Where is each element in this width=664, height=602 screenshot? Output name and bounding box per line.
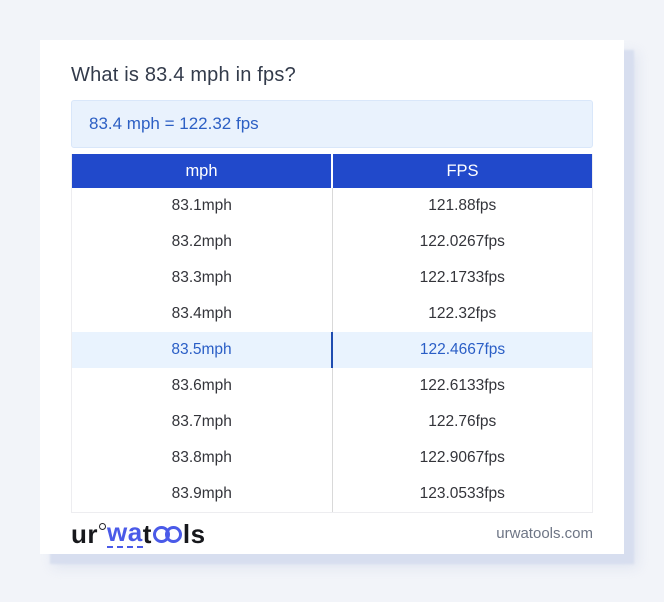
mph-cell: 83.8mph <box>72 440 333 476</box>
page-title: What is 83.4 mph in fps? <box>71 64 296 86</box>
table-row[interactable]: 83.4mph 122.32fps <box>72 296 592 332</box>
fps-cell: 122.6133fps <box>419 377 505 394</box>
column-header-fps: FPS <box>446 161 479 180</box>
logo-text-ur: ur <box>71 518 98 549</box>
table-body: 83.1mph 121.88fps 83.2mph 122.0267fps 83.3mp… <box>72 188 592 512</box>
logo-text-wa: wa <box>107 517 143 548</box>
table-row[interactable]: 83.6mph 122.6133fps <box>72 368 592 404</box>
fps-cell: 122.32fps <box>428 305 497 322</box>
table-row[interactable]: 83.1mph 121.88fps <box>72 188 592 224</box>
fps-cell: 122.1733fps <box>419 269 505 286</box>
mph-cell: 83.4mph <box>72 296 333 332</box>
table-row[interactable]: 83.2mph 122.0267fps <box>72 224 592 260</box>
conversion-table: mph FPS 83.1mph 121.88fps 83.2mph 122.0267f… <box>71 154 593 513</box>
logo-text-t: t <box>142 518 152 549</box>
mph-cell: 83.6mph <box>72 368 333 404</box>
conversion-card: What is 83.4 mph in fps? 83.4 mph = 122.… <box>40 40 624 554</box>
fps-cell: 121.88fps <box>428 197 497 214</box>
mph-cell: 83.1mph <box>72 188 333 224</box>
fps-cell: 122.4667fps <box>419 341 506 358</box>
site-url: urwatools.com <box>496 525 593 542</box>
conversion-result-box: 83.4 mph = 122.32 fps <box>71 100 593 148</box>
mph-cell: 83.3mph <box>72 260 333 296</box>
table-row[interactable]: 83.8mph 122.9067fps <box>72 440 592 476</box>
fps-cell: 122.76fps <box>428 413 497 430</box>
urwatools-logo[interactable]: ur wa t ls <box>71 519 206 548</box>
logo-oo-ring-right-icon <box>164 526 182 543</box>
conversion-result-text: 83.4 mph = 122.32 fps <box>89 114 259 133</box>
fps-cell: 122.0267fps <box>419 233 505 250</box>
logo-oo-rings-icon <box>152 526 182 543</box>
mph-cell: 83.7mph <box>72 404 333 440</box>
logo-text-ls: ls <box>182 518 206 549</box>
mph-cell: 83.5mph <box>72 332 333 368</box>
table-row[interactable]: 83.3mph 122.1733fps <box>72 260 592 296</box>
table-row[interactable]: 83.9mph 123.0533fps <box>72 476 592 512</box>
table-row[interactable]: 83.7mph 122.76fps <box>72 404 592 440</box>
logo-ring-icon <box>99 523 106 530</box>
table-header-row: mph FPS <box>72 154 592 188</box>
mph-cell: 83.9mph <box>72 476 333 512</box>
fps-cell: 123.0533fps <box>419 485 505 502</box>
fps-cell: 122.9067fps <box>419 449 505 466</box>
column-header-mph: mph <box>72 154 333 188</box>
table-row[interactable]: 83.5mph 122.4667fps <box>72 332 592 368</box>
card-footer: ur wa t ls urwatools.com <box>71 513 593 554</box>
mph-cell: 83.2mph <box>72 224 333 260</box>
